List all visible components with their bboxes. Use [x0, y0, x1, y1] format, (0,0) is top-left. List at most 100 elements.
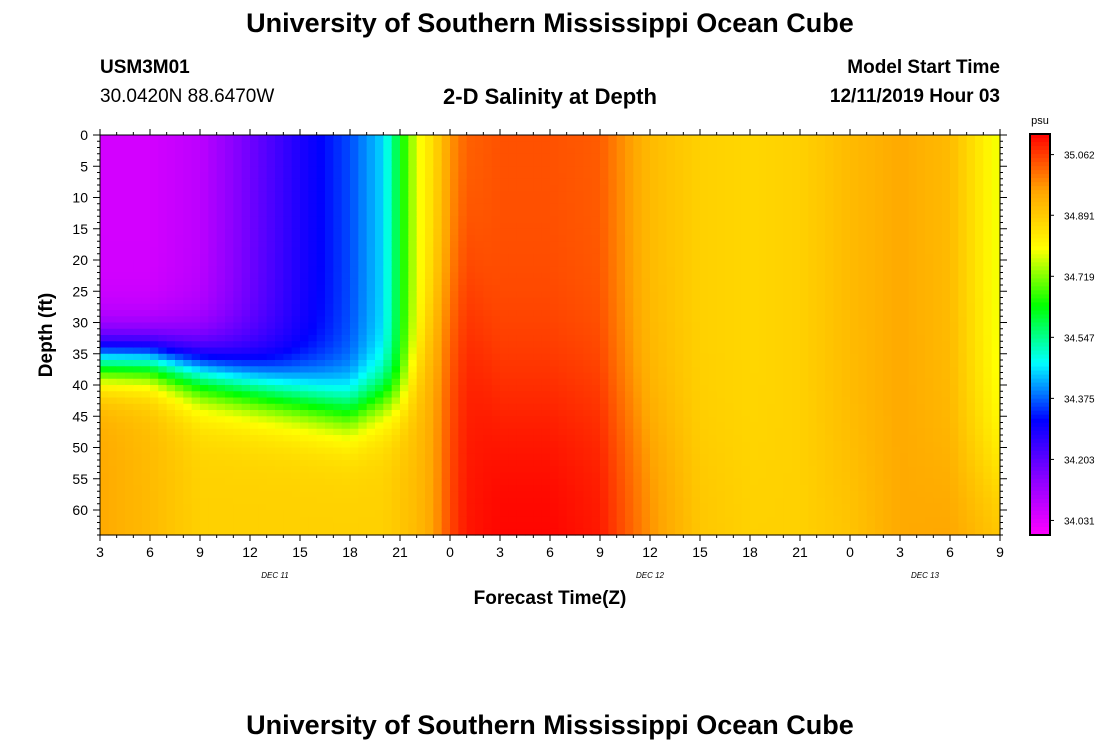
heatmap-cell — [233, 197, 243, 205]
heatmap-cell — [741, 485, 751, 492]
heatmap-cell — [683, 441, 693, 449]
heatmap-cell — [275, 178, 284, 186]
heatmap-cell — [475, 197, 484, 205]
heatmap-cell — [116, 203, 126, 211]
heatmap-cell — [191, 397, 201, 405]
heatmap-cell — [633, 385, 643, 392]
heatmap-cell — [266, 178, 276, 186]
heatmap-cell — [300, 266, 309, 274]
heatmap-cell — [500, 428, 509, 436]
heatmap-cell — [675, 260, 684, 267]
heatmap-cell — [183, 503, 193, 511]
heatmap-cell — [483, 447, 493, 455]
heatmap-cell — [325, 185, 334, 192]
heatmap-cell — [725, 210, 734, 217]
heatmap-cell — [391, 472, 401, 480]
heatmap-cell — [600, 435, 609, 442]
heatmap-cell — [166, 235, 176, 242]
heatmap-cell — [308, 191, 318, 199]
heatmap-cell — [716, 235, 726, 242]
heatmap-cell — [316, 341, 326, 349]
heatmap-cell — [608, 241, 618, 249]
heatmap-cell — [116, 297, 126, 305]
heatmap-cell — [191, 403, 201, 411]
heatmap-cell — [691, 228, 701, 236]
heatmap-cell — [300, 341, 309, 349]
heatmap-cell — [500, 147, 509, 155]
heatmap-cell — [225, 135, 234, 142]
heatmap-cell — [475, 266, 484, 274]
heatmap-cell — [591, 416, 601, 424]
heatmap-cell — [466, 341, 476, 349]
heatmap-cell — [416, 441, 426, 449]
heatmap-cell — [483, 266, 493, 274]
heatmap-cell — [125, 172, 134, 180]
heatmap-cell — [316, 347, 326, 355]
heatmap-cell — [608, 185, 618, 192]
heatmap-cell — [266, 503, 276, 511]
heatmap-cell — [125, 385, 134, 392]
heatmap-cell — [108, 310, 118, 317]
heatmap-cell — [391, 147, 401, 155]
heatmap-cell — [741, 422, 751, 430]
heatmap-cell — [258, 416, 268, 424]
heatmap-cell — [225, 285, 234, 292]
heatmap-cell — [441, 391, 451, 399]
heatmap-cell — [741, 497, 751, 505]
heatmap-cell — [650, 491, 659, 499]
heatmap-cell — [125, 247, 134, 255]
heatmap-cell — [725, 478, 734, 486]
heatmap-cell — [275, 222, 284, 230]
heatmap-cell — [250, 185, 259, 192]
heatmap-cell — [558, 322, 568, 330]
heatmap-cell — [183, 335, 193, 342]
heatmap-cell — [133, 278, 143, 286]
heatmap-cell — [325, 235, 334, 242]
heatmap-cell — [683, 378, 693, 386]
heatmap-cell — [608, 391, 618, 399]
heatmap-cell — [633, 247, 643, 255]
heatmap-cell — [516, 141, 526, 149]
heatmap-cell — [566, 391, 576, 399]
heatmap-cell — [266, 147, 276, 155]
heatmap-cell — [325, 528, 334, 536]
heatmap-cell — [533, 241, 543, 249]
heatmap-cell — [408, 503, 418, 511]
heatmap-cell — [450, 322, 459, 330]
heatmap-cell — [183, 153, 193, 161]
heatmap-cell — [666, 291, 676, 299]
heatmap-cell — [641, 516, 651, 524]
heatmap-cell — [225, 247, 234, 255]
heatmap-cell — [166, 335, 176, 342]
heatmap-cell — [675, 516, 684, 524]
heatmap-cell — [200, 272, 209, 280]
heatmap-cell — [591, 172, 601, 180]
heatmap-cell — [191, 297, 201, 305]
heatmap-cell — [525, 166, 534, 174]
heatmap-cell — [608, 316, 618, 324]
heatmap-cell — [533, 191, 543, 199]
heatmap-cell — [275, 235, 284, 242]
heatmap-cell — [141, 235, 151, 242]
heatmap-cell — [525, 328, 534, 336]
heatmap-cell — [341, 135, 351, 142]
heatmap-cell — [533, 228, 543, 236]
heatmap-cell — [325, 191, 334, 199]
heatmap-cell — [233, 385, 243, 392]
heatmap-cell — [366, 235, 376, 242]
heatmap-cell — [466, 285, 476, 292]
heatmap-cell — [258, 203, 268, 211]
heatmap-cell — [258, 228, 268, 236]
heatmap-cell — [158, 160, 168, 167]
heatmap-cell — [200, 285, 209, 292]
heatmap-cell — [141, 497, 151, 505]
heatmap-cell — [316, 278, 326, 286]
heatmap-cell — [491, 397, 501, 405]
heatmap-cell — [333, 191, 343, 199]
heatmap-cell — [375, 522, 384, 530]
heatmap-cell — [391, 378, 401, 386]
heatmap-cell — [208, 160, 218, 167]
heatmap-cell — [225, 466, 234, 474]
heatmap-cell — [608, 297, 618, 305]
heatmap-cell — [566, 210, 576, 217]
